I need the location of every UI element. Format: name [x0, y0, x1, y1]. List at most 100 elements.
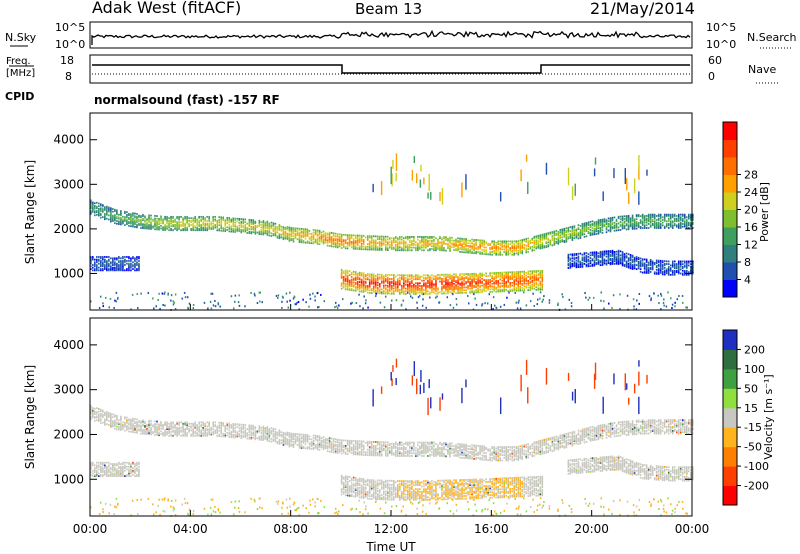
power-cell — [507, 244, 509, 247]
power-cell — [521, 289, 524, 292]
power-cell — [501, 289, 503, 291]
power-cell — [318, 239, 321, 242]
power-cell — [346, 284, 349, 287]
power-cell — [507, 280, 509, 283]
power-cell — [519, 276, 522, 279]
velocity-cell — [158, 434, 160, 437]
power-cell — [178, 221, 180, 224]
power-cell — [228, 217, 231, 219]
power-cell — [288, 237, 291, 240]
power-cell — [254, 294, 256, 297]
power-cell — [677, 263, 680, 266]
power-cell — [457, 277, 459, 280]
power-cell — [593, 254, 596, 256]
power-cell — [571, 254, 574, 257]
velocity-cell — [102, 413, 104, 416]
power-cell — [395, 280, 397, 283]
power-cell — [409, 240, 411, 242]
power-cell — [581, 229, 584, 232]
power-cell — [352, 289, 355, 292]
power-cell — [281, 306, 283, 309]
power-cell — [212, 222, 215, 225]
power-cell — [617, 229, 620, 232]
power-cell — [649, 220, 652, 223]
power-cell — [673, 215, 676, 217]
power-cell — [537, 274, 540, 276]
power-cell — [453, 243, 455, 246]
power-cell — [567, 255, 570, 257]
power-cell — [364, 248, 367, 251]
power-cell — [384, 295, 387, 298]
velocity-cell — [186, 434, 188, 437]
power-cell — [156, 220, 158, 223]
power-cell — [514, 292, 517, 295]
power-cell — [491, 276, 493, 279]
power-cell — [238, 222, 241, 224]
power-cell — [100, 216, 102, 219]
power-cell — [219, 305, 221, 308]
power-cell — [386, 273, 389, 276]
power-cell — [589, 259, 592, 262]
power-cell — [525, 248, 528, 251]
power-cell — [413, 236, 415, 238]
power-cell — [356, 276, 359, 279]
power-cell — [304, 228, 307, 231]
velocity-cell — [152, 431, 154, 433]
power-cell — [397, 280, 399, 283]
power-cell — [477, 287, 479, 290]
power-cell — [503, 281, 505, 283]
power-cell — [521, 251, 524, 253]
power-cell — [473, 249, 475, 252]
power-cell — [340, 275, 343, 278]
power-cell — [527, 273, 530, 276]
power-cell — [118, 221, 120, 224]
power-cell — [399, 237, 401, 240]
power-cell — [386, 247, 389, 250]
power-cell — [370, 277, 373, 280]
power-cell — [485, 280, 487, 283]
power-cell — [643, 262, 646, 265]
power-cell — [505, 252, 507, 255]
power-cell — [132, 213, 134, 216]
power-cell — [585, 256, 588, 258]
power-cell — [671, 261, 674, 264]
power-cell — [647, 227, 650, 229]
power-cell — [370, 289, 373, 292]
velocity-cell — [192, 425, 194, 428]
power-cell — [132, 256, 134, 258]
velocity-cell — [142, 424, 144, 427]
power-cell — [274, 226, 277, 229]
velocity-cell — [140, 424, 142, 427]
power-cell — [541, 284, 544, 287]
power-cell — [465, 244, 467, 247]
power-cell — [449, 285, 451, 288]
power-cell — [603, 259, 606, 262]
power-cell — [90, 300, 92, 303]
power-cell — [545, 246, 548, 248]
velocity-cell — [176, 428, 178, 430]
power-cell — [338, 245, 341, 248]
power-cell — [621, 218, 624, 220]
power-cell — [115, 291, 118, 294]
power-cell — [391, 291, 393, 294]
power-cell — [405, 242, 407, 245]
power-cell — [497, 249, 499, 252]
power-cell — [220, 221, 223, 224]
power-cell — [489, 274, 491, 277]
power-cell — [477, 278, 479, 280]
power-cell — [106, 205, 108, 208]
power-cell — [685, 216, 688, 219]
velocity-cell — [184, 434, 186, 437]
power-cell — [136, 264, 138, 266]
power-cell — [589, 228, 592, 231]
power-cell — [114, 215, 116, 218]
power-cell — [134, 226, 136, 228]
power-cell — [557, 232, 560, 234]
power-cell — [413, 278, 415, 281]
power-cell — [98, 262, 100, 265]
velocity-cell — [170, 430, 172, 433]
power-cell — [625, 224, 628, 227]
power-cell — [234, 224, 237, 227]
power-cell — [388, 288, 391, 291]
power-cell — [382, 280, 385, 283]
